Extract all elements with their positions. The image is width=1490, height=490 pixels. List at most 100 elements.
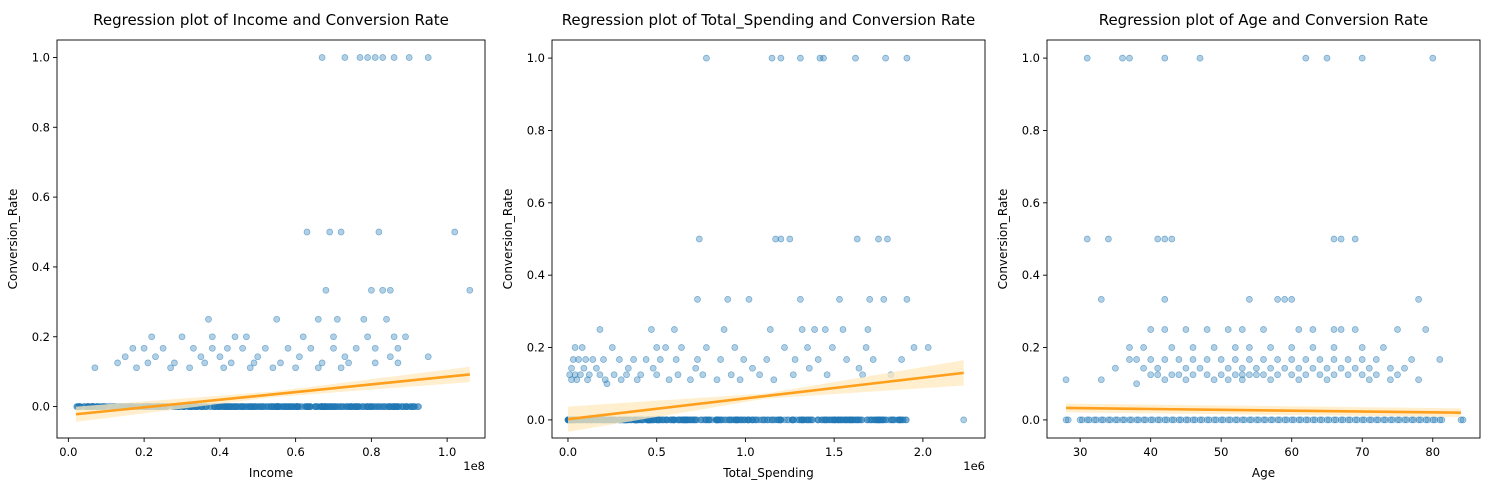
x-tick-label: 0.0 [559,445,577,459]
data-point [835,416,843,424]
data-point [1203,326,1211,333]
data-point [1090,416,1098,424]
data-point [789,371,797,379]
data-point [1281,364,1289,372]
data-point [1323,376,1331,384]
data-point [1246,371,1253,379]
data-point [805,364,813,372]
data-point [159,344,167,352]
data-point [584,376,591,384]
data-point [749,364,756,372]
data-point [121,353,129,361]
data-point [376,403,383,410]
data-point [1283,416,1291,424]
data-point [329,403,336,410]
data-point [866,296,874,303]
data-point [1121,416,1128,424]
data-point [716,416,724,424]
data-point [371,344,379,352]
data-point [748,416,756,424]
data-point [1396,416,1403,424]
data-point [571,344,579,351]
data-point [797,416,805,424]
data-point [314,315,322,323]
y-axis-label: Conversion_Rate [501,189,515,290]
data-point [1170,416,1178,424]
data-point [1274,356,1281,363]
data-point [770,376,778,384]
data-point [1302,371,1310,379]
data-point [1191,416,1199,424]
data-point [653,344,661,351]
data-point [1175,356,1183,363]
x-tick-label: 2.0 [914,445,932,459]
data-point [1255,416,1262,424]
scatter-points [1062,54,1467,424]
data-point [1227,416,1234,424]
data-point [364,54,371,61]
data-point [1274,416,1281,424]
data-point [1168,344,1176,351]
y-tick-label: 0.4 [32,260,50,274]
data-point [1281,416,1289,424]
data-point [820,54,827,62]
data-point [811,326,818,333]
data-point [1126,416,1133,424]
data-point [1184,416,1192,424]
data-point [1112,364,1119,372]
data-point [1422,326,1430,333]
data-point [337,364,345,372]
data-point [692,416,700,424]
data-point [924,344,932,351]
data-point [356,54,364,61]
data-point [648,326,655,333]
data-point [1267,416,1274,424]
data-point [282,403,290,410]
data-point [1288,344,1296,351]
data-point [820,416,828,424]
data-point [713,376,721,384]
data-point [777,416,785,424]
data-point [1295,376,1303,384]
data-point [1351,326,1359,333]
data-point [1203,356,1211,363]
data-point [610,371,618,379]
data-point [243,333,250,341]
data-point [1083,416,1091,424]
data-point [1417,416,1425,424]
data-point [1168,371,1176,379]
data-point [1408,356,1415,363]
data-point [1203,371,1211,379]
y-axis-label: Conversion_Rate [996,189,1010,290]
y-tick-label: 1.0 [32,50,50,64]
data-point [568,364,575,372]
data-point [394,344,402,352]
data-point [1262,416,1269,424]
data-point [768,54,776,62]
data-point [208,344,216,352]
data-point [140,344,148,352]
x-tick-label: 1.0 [438,445,456,459]
data-point [596,371,604,379]
data-point [1253,416,1260,424]
data-point [1351,416,1359,424]
data-point [333,315,341,323]
data-point [1267,344,1274,351]
data-point [1238,364,1246,372]
data-point [1410,416,1418,424]
data-point [1062,376,1070,384]
data-point [1267,376,1274,384]
data-point [1403,416,1411,424]
data-point [1083,54,1091,62]
data-point [345,359,352,367]
data-point [1358,344,1366,351]
data-point [1302,54,1310,62]
data-point [339,403,347,410]
data-point [307,344,315,352]
y-tick-label: 0.2 [32,330,50,344]
data-point [1196,416,1204,424]
data-point [330,344,337,352]
data-point [1231,356,1239,363]
data-point [864,326,872,333]
data-point [394,359,402,367]
